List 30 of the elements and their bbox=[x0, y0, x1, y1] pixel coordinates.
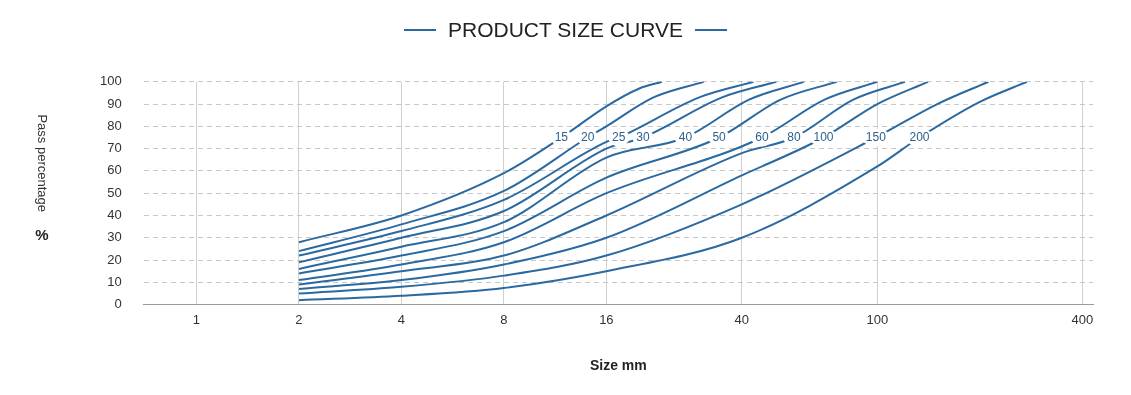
x-tick-label: 16 bbox=[599, 311, 614, 327]
x-tick-label: 40 bbox=[734, 311, 750, 327]
series-label: 60 bbox=[755, 129, 769, 144]
x-tick-label: 400 bbox=[1071, 311, 1094, 327]
x-tick-label: 2 bbox=[295, 311, 303, 327]
x-tick-label: 4 bbox=[397, 311, 406, 327]
y-tick-label: 100 bbox=[99, 73, 122, 89]
y-axis-title: Pass percentage % bbox=[35, 114, 51, 244]
y-tick-label: 0 bbox=[114, 296, 122, 312]
y-tick-label: 80 bbox=[107, 117, 122, 133]
series-label: 15 bbox=[554, 129, 569, 144]
series-label: 40 bbox=[678, 129, 693, 144]
series-label: 30 bbox=[636, 129, 651, 144]
y-tick-label: 40 bbox=[107, 207, 122, 223]
series-label: 20 bbox=[581, 129, 595, 144]
x-tick-label: 8 bbox=[500, 311, 508, 327]
series-label: 80 bbox=[787, 129, 801, 144]
series-label: 25 bbox=[612, 129, 626, 144]
y-tick-label: 60 bbox=[107, 162, 122, 178]
x-tick-label: 100 bbox=[866, 311, 889, 327]
y-tick-label: 20 bbox=[107, 251, 122, 267]
y-tick-label: 90 bbox=[107, 95, 122, 111]
y-tick-label: 30 bbox=[107, 229, 122, 245]
x-tick-label: 1 bbox=[192, 311, 201, 327]
y-tick-label: 70 bbox=[107, 140, 122, 156]
y-tick-label: 50 bbox=[107, 184, 122, 200]
series-label: 50 bbox=[712, 129, 727, 144]
x-axis-title: Size mm bbox=[589, 357, 647, 374]
y-tick-label: 10 bbox=[107, 273, 122, 289]
chart-title: PRODUCT SIZE CURVE bbox=[448, 18, 683, 42]
